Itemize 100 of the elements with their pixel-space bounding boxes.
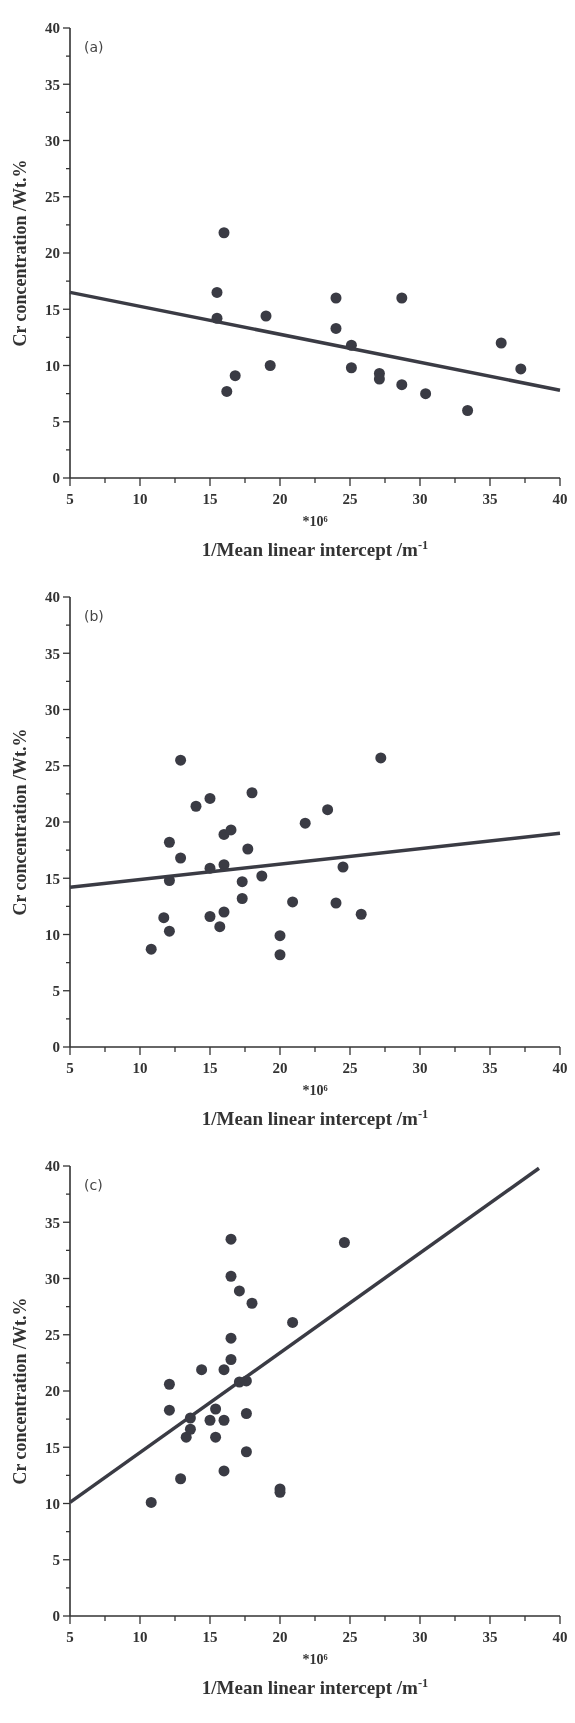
point bbox=[163, 836, 175, 848]
point bbox=[420, 388, 432, 400]
point bbox=[175, 852, 187, 864]
x-tick-label: 15 bbox=[202, 1060, 218, 1076]
point bbox=[287, 896, 299, 908]
point bbox=[274, 930, 286, 942]
y-tick-label: 25 bbox=[45, 1327, 60, 1343]
point bbox=[246, 787, 258, 799]
point bbox=[260, 310, 272, 322]
point bbox=[515, 363, 527, 375]
point bbox=[218, 1414, 230, 1426]
y-tick-label: 0 bbox=[52, 1039, 60, 1056]
point bbox=[225, 1270, 237, 1282]
y-axis-title: Cr concentration /Wt.% bbox=[10, 1297, 30, 1485]
x-tick-label: 35 bbox=[482, 491, 498, 507]
y-tick-label: 0 bbox=[52, 470, 60, 487]
point bbox=[322, 804, 334, 816]
point bbox=[274, 949, 286, 961]
point bbox=[204, 1414, 216, 1426]
point bbox=[256, 870, 268, 882]
point bbox=[242, 843, 254, 855]
y-tick-label: 15 bbox=[45, 301, 60, 318]
text: *10⁶ bbox=[302, 1652, 328, 1667]
point bbox=[204, 792, 216, 804]
point bbox=[221, 385, 233, 397]
point bbox=[214, 921, 226, 933]
x-tick-label: 25 bbox=[342, 1629, 358, 1645]
point bbox=[163, 1378, 175, 1390]
y-tick-label: 35 bbox=[45, 76, 60, 93]
point bbox=[495, 337, 507, 349]
point bbox=[229, 370, 241, 382]
x-tick-label: 20 bbox=[272, 1629, 288, 1645]
x-axis-title: 1/Mean linear intercept /m$^{-1}$ bbox=[201, 1107, 429, 1129]
point bbox=[175, 1473, 187, 1485]
x-tick-label: 15 bbox=[202, 491, 218, 507]
text: *10⁶ bbox=[302, 514, 328, 529]
point bbox=[236, 876, 248, 888]
text: *10⁶ bbox=[302, 1083, 328, 1098]
point bbox=[233, 1285, 245, 1297]
text: (a) bbox=[84, 39, 104, 55]
y-tick-label: 10 bbox=[45, 1495, 60, 1512]
text: (c) bbox=[84, 1177, 103, 1193]
point bbox=[345, 362, 357, 374]
y-tick-label: 25 bbox=[45, 189, 60, 205]
point bbox=[299, 817, 311, 829]
y-tick-label: 30 bbox=[45, 132, 60, 149]
point bbox=[158, 912, 170, 924]
x-tick-label: 35 bbox=[482, 1629, 498, 1645]
x-tick-label: 5 bbox=[66, 1629, 74, 1645]
y-tick-label: 5 bbox=[52, 1552, 60, 1568]
point bbox=[210, 1431, 222, 1443]
text: (b) bbox=[84, 608, 104, 624]
x-tick-label: 20 bbox=[272, 491, 288, 507]
y-tick-label: 10 bbox=[45, 357, 60, 374]
point bbox=[145, 1496, 157, 1508]
y-axis-title: Cr concentration /Wt.% bbox=[10, 728, 30, 916]
y-axis-title: Cr concentration /Wt.% bbox=[10, 159, 30, 347]
point bbox=[330, 897, 342, 909]
point bbox=[184, 1423, 196, 1435]
point bbox=[396, 379, 408, 391]
point bbox=[218, 1364, 230, 1376]
point bbox=[330, 292, 342, 304]
x-tick-label: 25 bbox=[342, 491, 358, 507]
y-tick-label: 0 bbox=[52, 1608, 60, 1625]
x-tick-label: 30 bbox=[412, 1629, 428, 1645]
point bbox=[225, 1332, 237, 1344]
x-tick-label: 30 bbox=[412, 491, 428, 507]
point bbox=[218, 1465, 230, 1477]
x-tick-label: 35 bbox=[482, 1060, 498, 1076]
x-tick-label: 10 bbox=[132, 491, 148, 507]
x-tick-label: 5 bbox=[66, 1060, 74, 1076]
point bbox=[225, 1233, 237, 1245]
point bbox=[396, 292, 408, 304]
y-tick-label: 20 bbox=[45, 814, 60, 831]
y-tick-label: 35 bbox=[45, 645, 60, 662]
y-tick-label: 30 bbox=[45, 1270, 60, 1287]
point bbox=[264, 360, 276, 371]
point bbox=[225, 824, 237, 836]
point bbox=[196, 1364, 208, 1376]
y-tick-label: 20 bbox=[45, 1383, 60, 1400]
x-tick-label: 20 bbox=[272, 1060, 288, 1076]
point bbox=[330, 322, 342, 334]
point bbox=[355, 908, 367, 920]
x-tick-label: 10 bbox=[132, 1060, 148, 1076]
point bbox=[246, 1297, 258, 1309]
y-tick-label: 20 bbox=[45, 245, 60, 262]
point bbox=[287, 1316, 299, 1328]
x-tick-label: 40 bbox=[552, 491, 568, 507]
x-tick-label: 15 bbox=[202, 1629, 218, 1645]
x-tick-label: 40 bbox=[552, 1629, 568, 1645]
point bbox=[204, 911, 216, 922]
y-tick-label: 35 bbox=[45, 1214, 60, 1231]
point bbox=[210, 1403, 222, 1415]
y-tick-label: 40 bbox=[45, 589, 60, 606]
point bbox=[240, 1446, 252, 1458]
x-tick-label: 40 bbox=[552, 1060, 568, 1076]
point bbox=[163, 925, 175, 937]
point bbox=[218, 906, 230, 918]
y-tick-label: 40 bbox=[45, 20, 60, 37]
point bbox=[337, 861, 349, 873]
